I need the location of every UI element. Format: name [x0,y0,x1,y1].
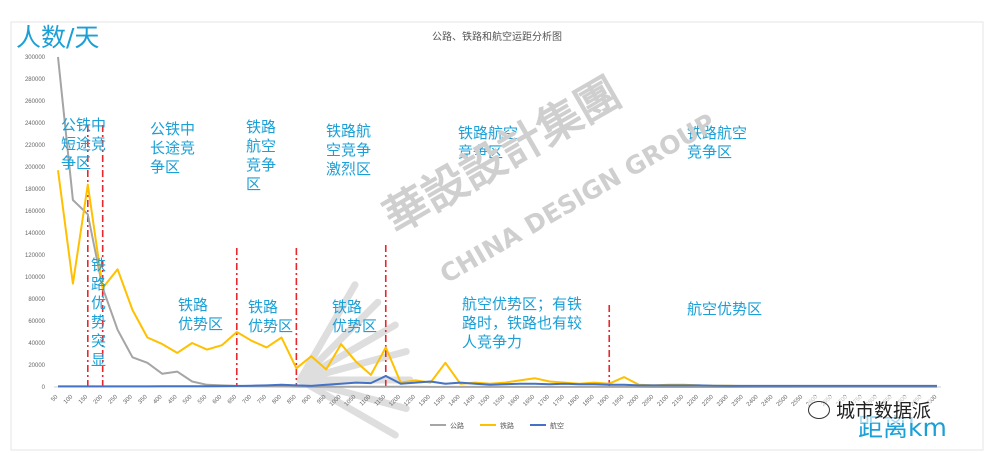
y-tick-label: 60000 [28,319,45,325]
x-tick-label: 200 [93,394,105,406]
x-tick-label: 350 [137,394,149,406]
x-tick-label: 400 [152,394,164,406]
x-tick-label: 1450 [463,394,477,408]
y-axis-title: 人数/天 [16,23,100,52]
watermark-ray [296,281,359,384]
y-tick-label: 120000 [25,253,46,259]
y-tick-label: 180000 [25,187,46,193]
x-tick-label: 850 [286,394,298,406]
x-tick-label: 1600 [508,394,522,408]
zone-1-upper-label: 公铁中 短途竞 争区 [61,116,107,172]
x-tick-label: 1750 [552,394,566,408]
y-tick-label: 280000 [25,77,46,83]
zone-3-upper-label: 铁路 航空 竞争 区 [246,118,277,193]
x-tick-label: 450 [167,394,179,406]
x-tick-label: 800 [272,394,284,406]
legend-label-2: 铁路 [500,421,514,430]
x-tick-label: 2450 [761,394,775,408]
y-tick-label: 0 [42,385,46,391]
wechat-icon [808,400,830,419]
zone-5-lower-label: 航空优势区；有铁 路时，铁路也有较 人竞争力 [462,295,583,351]
x-tick-label: 1700 [537,394,551,408]
x-tick-label: 1850 [582,394,596,408]
y-tick-label: 100000 [25,275,46,281]
y-tick-label: 140000 [25,231,46,237]
x-tick-label: 1650 [522,394,536,408]
y-tick-label: 260000 [25,99,46,105]
zone-5-upper-label: 铁路航空 竞争区 [458,124,519,161]
x-tick-label: 500 [182,394,194,406]
legend-label-3: 航空 [550,421,564,430]
y-tick-label: 240000 [25,121,46,127]
x-tick-label: 50 [50,394,59,403]
x-tick-label: 100 [63,394,75,406]
x-tick-label: 2250 [701,394,715,408]
y-axis: 0 20000 40000 60000 80000 100000 120000 140000 1… [25,55,46,391]
wechat-badge: 城市数据派 [808,396,932,423]
y-tick-label: 300000 [25,55,46,61]
zone-6-upper-label: 铁路航空 竞争区 [687,124,748,161]
x-tick-label: 2500 [776,394,790,408]
y-tick-label: 80000 [28,297,45,303]
x-tick-label: 2150 [671,394,685,408]
x-tick-label: 250 [108,394,120,406]
y-tick-label: 40000 [28,341,45,347]
chart-title: 公路、铁路和航空运距分析图 [432,30,562,43]
x-tick-label: 1800 [567,394,581,408]
legend-label-1: 公路 [450,421,464,430]
x-tick-label: 1950 [612,394,626,408]
zone-4-upper-label: 铁路航 空竞争 激烈区 [326,122,372,178]
series-lines [57,56,937,388]
zone-6-lower-label: 航空优势区 [687,300,763,318]
x-tick-label: 1400 [448,394,462,408]
zone-1-lower-label: 铁 路 优 势 突 显 [91,256,107,369]
x-tick-label: 2400 [746,394,760,408]
x-tick-label: 300 [123,394,135,406]
x-tick-label: 2300 [716,394,730,408]
watermark-ray [296,376,399,439]
x-tick-label: 2000 [627,394,641,408]
x-tick-label: 1250 [403,394,417,408]
y-tick-label: 20000 [28,363,45,369]
x-tick-label: 2350 [731,394,745,408]
y-tick-label: 220000 [25,143,46,149]
x-tick-label: 1300 [418,394,432,408]
x-tick-label: 150 [78,394,90,406]
series-line-3 [58,375,937,388]
x-tick-label: 1900 [597,394,611,408]
y-tick-label: 200000 [25,165,46,171]
zone-4-lower-label: 铁路 优势区 [332,298,378,335]
x-tick-label: 950 [316,394,328,406]
x-tick-label: 750 [257,394,269,406]
x-tick-label: 700 [242,394,254,406]
x-tick-label: 1550 [493,394,507,408]
x-tick-label: 650 [227,394,239,406]
x-tick-label: 2100 [657,394,671,408]
x-tick-label: 1500 [478,394,492,408]
x-tick-label: 550 [197,394,209,406]
watermark-ray [296,298,382,384]
x-tick-label: 2200 [686,394,700,408]
zone-3-lower-label: 铁路 优势区 [248,298,294,335]
chart-border [10,21,984,451]
zone-2-lower-label: 铁路 优势区 [178,296,224,333]
x-tick-label: 2050 [642,394,656,408]
y-tick-label: 160000 [25,209,46,215]
x-tick-label: 2550 [791,394,805,408]
series-line-2 [57,170,937,388]
x-tick-label: 600 [212,394,224,406]
zone-2-upper-label: 公铁中 长途竞 争区 [150,120,196,176]
badge-label: 城市数据派 [836,400,932,422]
zone-dividers [86,125,611,387]
legend: 公路 铁路 航空 [430,421,564,430]
x-tick-label: 900 [301,394,313,406]
x-tick-label: 1350 [433,394,447,408]
